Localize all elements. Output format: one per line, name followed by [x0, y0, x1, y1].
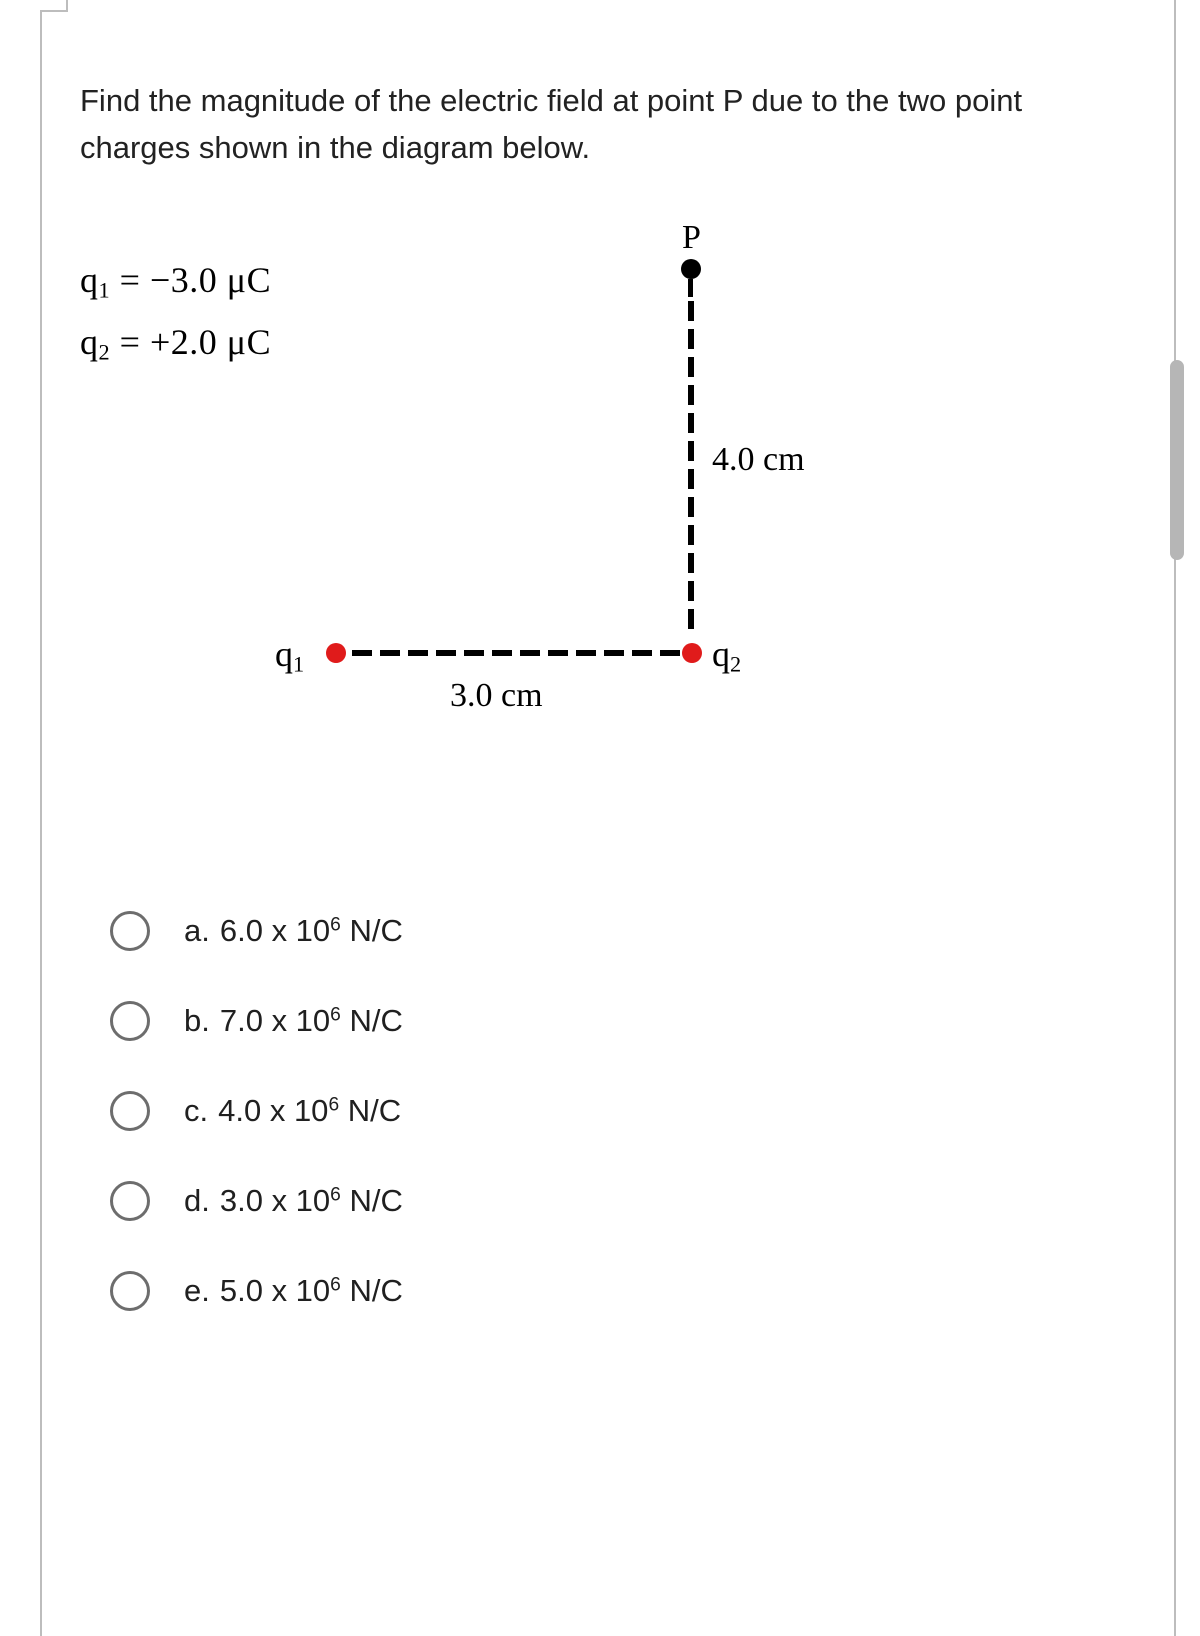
q2-dlab-sub: 2	[730, 652, 741, 677]
choice-b-text: 7.0 x 106 N/C	[220, 1003, 403, 1039]
diagram: q1 = −3.0 μC q2 = +2.0 μC P 4.0 cm q1	[80, 231, 980, 791]
choice-c-label: c.	[184, 1093, 208, 1129]
choice-a-text: 6.0 x 106 N/C	[220, 913, 403, 949]
q1-sym: q	[80, 260, 99, 300]
choice-e-unit: N/C	[341, 1273, 403, 1308]
choice-e-exp: 6	[330, 1274, 341, 1295]
choice-c-exp: 6	[328, 1094, 339, 1115]
choice-a-exp: 6	[330, 914, 341, 935]
choice-b-exp: 6	[330, 1004, 341, 1025]
choice-a-unit: N/C	[341, 913, 403, 948]
radio-e[interactable]	[110, 1271, 150, 1311]
horizontal-distance-label: 3.0 cm	[450, 677, 543, 715]
choice-e-text: 5.0 x 106 N/C	[220, 1273, 403, 1309]
choice-c[interactable]: c. 4.0 x 106 N/C	[110, 1091, 1120, 1131]
choice-e-label: e.	[184, 1273, 210, 1309]
radio-d[interactable]	[110, 1181, 150, 1221]
choice-a-coef: 6.0 x 10	[220, 913, 330, 948]
q1-val: = −3.0 μC	[110, 260, 271, 300]
choice-d-coef: 3.0 x 10	[220, 1183, 330, 1218]
dash-vertical	[688, 301, 694, 637]
question-prompt: Find the magnitude of the electric field…	[80, 78, 1120, 171]
choice-c-coef: 4.0 x 10	[218, 1093, 328, 1128]
q2-val: = +2.0 μC	[110, 322, 271, 362]
q1-sub: 1	[99, 278, 111, 303]
choice-d-exp: 6	[330, 1184, 341, 1205]
vertical-distance-label: 4.0 cm	[712, 441, 805, 479]
q1-value: q1 = −3.0 μC	[80, 259, 271, 304]
choice-c-text: 4.0 x 106 N/C	[218, 1093, 401, 1129]
radio-b[interactable]	[110, 1001, 150, 1041]
choice-c-unit: N/C	[339, 1093, 401, 1128]
q2-value: q2 = +2.0 μC	[80, 321, 271, 366]
point-q1	[326, 643, 346, 663]
radio-c[interactable]	[110, 1091, 150, 1131]
q1-dlab-sub: 1	[293, 652, 304, 677]
q2-sym: q	[80, 322, 99, 362]
radio-a[interactable]	[110, 911, 150, 951]
choice-e[interactable]: e. 5.0 x 106 N/C	[110, 1271, 1120, 1311]
choice-d-unit: N/C	[341, 1183, 403, 1218]
choice-d-label: d.	[184, 1183, 210, 1219]
choice-d[interactable]: d. 3.0 x 106 N/C	[110, 1181, 1120, 1221]
q2-dlab-pre: q	[712, 634, 730, 674]
point-p	[681, 259, 701, 279]
choice-d-text: 3.0 x 106 N/C	[220, 1183, 403, 1219]
choice-b-unit: N/C	[341, 1003, 403, 1038]
choice-a-label: a.	[184, 913, 210, 949]
question-content: Find the magnitude of the electric field…	[80, 78, 1120, 1361]
scrollbar-thumb[interactable]	[1170, 360, 1184, 560]
p-label: P	[682, 219, 701, 257]
choice-b-coef: 7.0 x 10	[220, 1003, 330, 1038]
choice-e-coef: 5.0 x 10	[220, 1273, 330, 1308]
q1-dlab-pre: q	[275, 634, 293, 674]
answer-choices: a. 6.0 x 106 N/C b. 7.0 x 106 N/C c. 4.0…	[80, 911, 1120, 1311]
choice-b[interactable]: b. 7.0 x 106 N/C	[110, 1001, 1120, 1041]
dash-horizontal	[352, 650, 688, 656]
choice-a[interactable]: a. 6.0 x 106 N/C	[110, 911, 1120, 951]
point-p-stem	[688, 279, 693, 297]
card-top-notch	[40, 0, 68, 12]
q1-diagram-label: q1	[275, 633, 304, 678]
q2-diagram-label: q2	[712, 633, 741, 678]
point-q2	[682, 643, 702, 663]
choice-b-label: b.	[184, 1003, 210, 1039]
q2-sub: 2	[99, 340, 111, 365]
